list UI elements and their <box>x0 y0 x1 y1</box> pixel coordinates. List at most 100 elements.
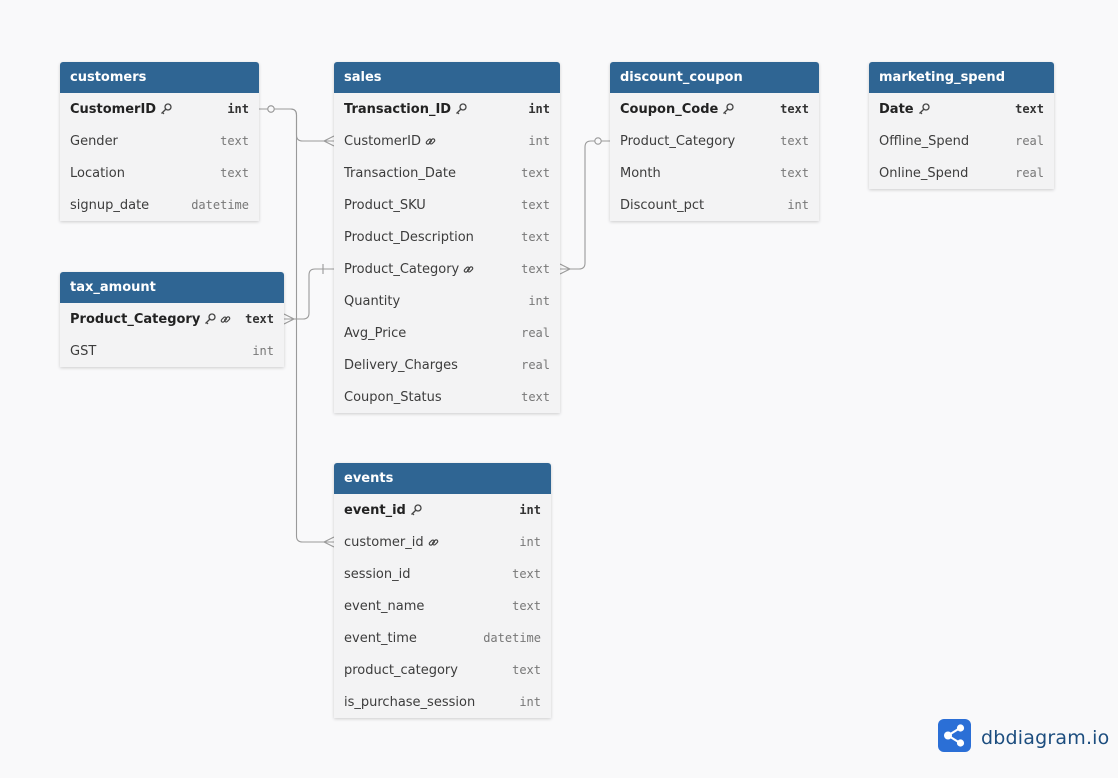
field-name-group: product_category <box>344 663 458 678</box>
field-name: Month <box>620 165 661 181</box>
cardinality-one-marker <box>267 105 275 113</box>
field-type: int <box>519 535 541 549</box>
field-name-group: Transaction_Date <box>344 166 456 181</box>
table-events[interactable]: events event_id int customer_id int session_i… <box>334 463 551 718</box>
cardinality-one-marker <box>594 137 602 145</box>
table-discount-coupon[interactable]: discount_coupon Coupon_Code text Product_Ca… <box>610 62 819 221</box>
field-name-group: event_time <box>344 631 417 646</box>
field-name: Gender <box>70 133 118 149</box>
key-icon <box>918 103 930 115</box>
field-name: Online_Spend <box>879 165 969 181</box>
field-row[interactable]: CustomerID int <box>334 125 560 157</box>
field-name: Offline_Spend <box>879 133 970 149</box>
field-name: Transaction_Date <box>344 165 456 181</box>
relationship-line <box>284 268 334 320</box>
field-type: text <box>780 134 809 148</box>
field-name: product_category <box>344 662 458 678</box>
field-type: real <box>1015 134 1044 148</box>
field-row[interactable]: Online_Spend real <box>869 157 1054 189</box>
field-name: GST <box>70 343 97 359</box>
table-sales[interactable]: sales Transaction_ID int CustomerID int Trans… <box>334 62 560 413</box>
field-row[interactable]: GST int <box>60 335 284 367</box>
field-name: Date <box>879 101 914 117</box>
key-icon <box>160 103 172 115</box>
table-header[interactable]: events <box>334 463 551 494</box>
field-row[interactable]: Date text <box>869 93 1054 125</box>
field-type: text <box>521 390 550 404</box>
field-name-group: Coupon_Status <box>344 390 442 405</box>
key-icon <box>410 504 422 516</box>
cardinality-many-marker <box>283 313 295 325</box>
field-row[interactable]: Coupon_Code text <box>610 93 819 125</box>
field-type: real <box>521 326 550 340</box>
field-name: CustomerID <box>344 133 421 149</box>
field-row[interactable]: Product_Category text <box>334 253 560 285</box>
field-type: int <box>787 198 809 212</box>
field-name-group: Avg_Price <box>344 326 406 341</box>
table-header[interactable]: marketing_spend <box>869 62 1054 93</box>
field-name: is_purchase_session <box>344 694 476 710</box>
table-customers[interactable]: customers CustomerID int Gender text Location… <box>60 62 259 221</box>
field-name: Product_Category <box>70 311 201 327</box>
field-name-group: Product_Description <box>344 230 474 245</box>
field-name-group: Product_SKU <box>344 198 426 213</box>
table-header[interactable]: discount_coupon <box>610 62 819 93</box>
field-row[interactable]: product_category text <box>334 654 551 686</box>
field-type: text <box>245 312 274 326</box>
field-row[interactable]: Coupon_Status text <box>334 381 560 413</box>
field-row[interactable]: Transaction_Date text <box>334 157 560 189</box>
field-type: datetime <box>191 198 249 212</box>
field-type: int <box>519 695 541 709</box>
field-name: signup_date <box>70 197 150 213</box>
table-marketing-spend[interactable]: marketing_spend Date text Offline_Spend real… <box>869 62 1054 189</box>
table-header[interactable]: customers <box>60 62 259 93</box>
table-header[interactable]: sales <box>334 62 560 93</box>
field-row[interactable]: Product_Category text <box>60 303 284 335</box>
table-tax-amount[interactable]: tax_amount Product_Category text GST int <box>60 272 284 367</box>
field-name-group: Product_Category <box>344 262 474 277</box>
field-row[interactable]: Product_Category text <box>610 125 819 157</box>
field-row[interactable]: is_purchase_session int <box>334 686 551 718</box>
field-name: Product_SKU <box>344 197 426 213</box>
field-name: Coupon_Code <box>620 101 719 117</box>
field-type: text <box>521 230 550 244</box>
field-row[interactable]: signup_date datetime <box>60 189 259 221</box>
field-type: datetime <box>483 631 541 645</box>
field-row[interactable]: Delivery_Charges real <box>334 349 560 381</box>
field-name-group: Offline_Spend <box>879 134 969 149</box>
field-row[interactable]: CustomerID int <box>60 93 259 125</box>
field-row[interactable]: Location text <box>60 157 259 189</box>
field-name: customer_id <box>344 534 424 550</box>
table-header[interactable]: tax_amount <box>60 272 284 303</box>
field-row[interactable]: Quantity int <box>334 285 560 317</box>
field-row[interactable]: Transaction_ID int <box>334 93 560 125</box>
field-name-group: customer_id <box>344 535 439 550</box>
field-name: Delivery_Charges <box>344 357 458 373</box>
field-name: Discount_pct <box>620 197 705 213</box>
logo-wordmark: dbdiagram.io <box>981 727 1109 749</box>
link-icon <box>428 537 439 548</box>
field-row[interactable]: Month text <box>610 157 819 189</box>
dbdiagram-logo[interactable]: dbdiagram.io <box>938 719 1109 756</box>
field-name-group: Product_Category <box>70 312 231 327</box>
field-row[interactable]: event_name text <box>334 590 551 622</box>
field-name: Product_Category <box>620 133 736 149</box>
field-type: int <box>528 102 550 116</box>
field-name-group: Gender <box>70 134 118 149</box>
field-name-group: GST <box>70 344 96 359</box>
field-type: text <box>521 198 550 212</box>
field-row[interactable]: Discount_pct int <box>610 189 819 221</box>
field-row[interactable]: Product_SKU text <box>334 189 560 221</box>
field-row[interactable]: Gender text <box>60 125 259 157</box>
field-row[interactable]: event_time datetime <box>334 622 551 654</box>
link-icon <box>220 314 231 325</box>
cardinality-many-marker <box>323 135 335 147</box>
key-icon <box>204 313 216 325</box>
field-row[interactable]: Offline_Spend real <box>869 125 1054 157</box>
field-row[interactable]: event_id int <box>334 494 551 526</box>
field-row[interactable]: Avg_Price real <box>334 317 560 349</box>
field-row[interactable]: customer_id int <box>334 526 551 558</box>
field-row[interactable]: Product_Description text <box>334 221 560 253</box>
field-row[interactable]: session_id text <box>334 558 551 590</box>
